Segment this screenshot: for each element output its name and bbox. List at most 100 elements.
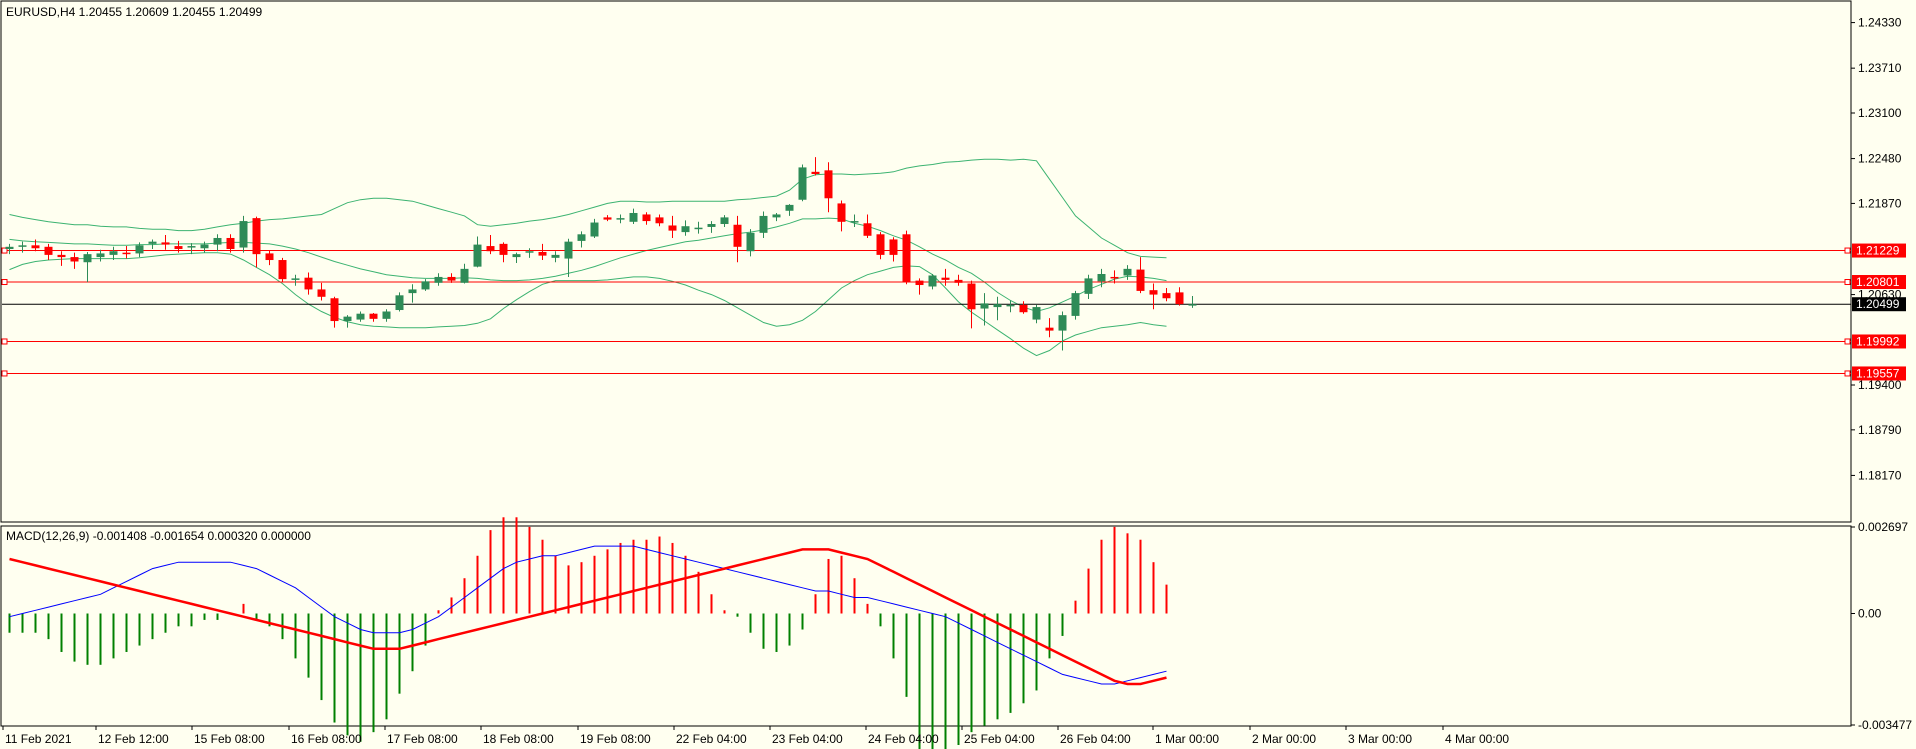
candle-body bbox=[928, 275, 937, 287]
price-pane-frame bbox=[0, 0, 1852, 523]
macd-histogram bbox=[8, 517, 1168, 749]
candle-body bbox=[213, 237, 222, 245]
candle-body bbox=[681, 226, 690, 233]
x-tick-label: 17 Feb 08:00 bbox=[387, 732, 458, 746]
price-y-tick-label: 1.22480 bbox=[1858, 152, 1902, 166]
candle-body bbox=[226, 237, 235, 250]
candle-body bbox=[499, 243, 508, 255]
candle-body bbox=[668, 225, 677, 231]
candle-body bbox=[1110, 276, 1119, 279]
candle-body bbox=[1032, 307, 1041, 320]
bollinger-middle-line bbox=[9, 217, 1167, 313]
candle-body bbox=[785, 204, 794, 211]
price-y-tick-label: 1.18170 bbox=[1858, 468, 1902, 482]
price-y-tick-label: 1.24330 bbox=[1858, 16, 1902, 30]
candle-body bbox=[486, 246, 495, 252]
candle-body bbox=[1019, 304, 1028, 313]
bollinger-lower-line bbox=[9, 252, 1167, 357]
candle-body bbox=[291, 278, 300, 280]
level-price-label: 1.20801 bbox=[1856, 275, 1900, 289]
x-tick-label: 19 Feb 08:00 bbox=[580, 732, 651, 746]
price-y-axis: 1.21229 1.20801 1.19992 1.19557 1.20499 1.243… bbox=[1851, 16, 1906, 482]
x-tick-label: 12 Feb 12:00 bbox=[98, 732, 169, 746]
candle-body bbox=[161, 242, 170, 245]
candle-body bbox=[421, 281, 430, 290]
price-y-tick-label: 1.18790 bbox=[1858, 423, 1902, 437]
candle-body bbox=[369, 313, 378, 319]
x-tick-label: 2 Mar 00:00 bbox=[1252, 732, 1316, 746]
candle-body bbox=[980, 303, 989, 309]
candle-body bbox=[694, 227, 703, 230]
candle-body bbox=[135, 245, 144, 254]
candle-body bbox=[629, 212, 638, 222]
candle-body bbox=[824, 170, 833, 199]
level-price-label: 1.21229 bbox=[1856, 244, 1900, 258]
bollinger-bands bbox=[9, 158, 1167, 357]
candle-body bbox=[18, 245, 27, 247]
candle-body bbox=[109, 251, 118, 255]
candle-body bbox=[564, 241, 573, 259]
macd-y-tick-label: 0.002697 bbox=[1858, 520, 1908, 534]
x-tick-label: 24 Feb 04:00 bbox=[868, 732, 939, 746]
level-price-tag bbox=[1852, 334, 1906, 349]
candle-body bbox=[603, 217, 612, 220]
candle-body bbox=[317, 289, 326, 297]
candle-body bbox=[941, 277, 950, 280]
level-handle-left bbox=[1, 279, 8, 286]
macd-y-axis: 0.002697 0.00 -0.003477 bbox=[1851, 520, 1912, 732]
candle-body bbox=[382, 311, 391, 319]
candle-body bbox=[278, 260, 287, 280]
level-price-tag bbox=[1852, 243, 1906, 258]
candle-body bbox=[200, 244, 209, 249]
candle-body bbox=[1097, 273, 1106, 282]
candle-body bbox=[954, 279, 963, 283]
candle-body bbox=[5, 246, 14, 250]
price-y-tick-label: 1.19400 bbox=[1858, 378, 1902, 392]
level-handle-left bbox=[1, 338, 8, 345]
candle-body bbox=[239, 221, 248, 248]
price-chart-title: EURUSD,H4 1.20455 1.20609 1.20455 1.2049… bbox=[6, 5, 263, 19]
price-y-tick-label: 1.21870 bbox=[1858, 196, 1902, 210]
candle-body bbox=[902, 234, 911, 283]
level-handle-right bbox=[1844, 279, 1851, 286]
x-tick-label: 18 Feb 08:00 bbox=[483, 732, 554, 746]
x-tick-label: 11 Feb 2021 bbox=[5, 732, 72, 746]
current-price-tag bbox=[1852, 297, 1906, 312]
candle-body bbox=[811, 171, 820, 175]
candle-body bbox=[187, 246, 196, 248]
candle-body bbox=[343, 316, 352, 322]
candle-body bbox=[590, 222, 599, 237]
level-price-label: 1.19992 bbox=[1856, 334, 1900, 348]
candle-body bbox=[525, 251, 534, 253]
level-price-tag bbox=[1852, 366, 1906, 381]
time-x-axis: 11 Feb 2021 12 Feb 12:00 15 Feb 08:00 16 Fe… bbox=[2, 726, 1509, 746]
macd-signal-line bbox=[9, 548, 1167, 686]
macd-chart-title: MACD(12,26,9) -0.001408 -0.001654 0.0003… bbox=[6, 529, 311, 543]
macd-main-line bbox=[9, 545, 1167, 685]
candle-body bbox=[356, 313, 365, 320]
candle-body bbox=[889, 239, 898, 255]
level-handle-right bbox=[1844, 247, 1851, 254]
candle-body bbox=[798, 167, 807, 200]
candle-body bbox=[720, 217, 729, 225]
candle-body bbox=[395, 295, 404, 311]
macd-y-tick-label: -0.003477 bbox=[1858, 718, 1912, 732]
candle-body bbox=[83, 254, 92, 263]
candle-body bbox=[265, 253, 274, 261]
candle-body bbox=[330, 298, 339, 322]
x-tick-label: 23 Feb 04:00 bbox=[772, 732, 843, 746]
candle-body bbox=[1149, 290, 1158, 295]
x-tick-label: 1 Mar 00:00 bbox=[1155, 732, 1219, 746]
candle-body bbox=[915, 280, 924, 286]
bollinger-upper-line bbox=[9, 158, 1167, 259]
candle-body bbox=[1136, 269, 1145, 291]
candle-body bbox=[642, 214, 651, 222]
level-handle-right bbox=[1844, 338, 1851, 345]
candle-body bbox=[304, 277, 313, 290]
candle-body bbox=[850, 221, 859, 223]
candle-body bbox=[967, 283, 976, 310]
candle-body bbox=[44, 246, 53, 255]
x-tick-label: 25 Feb 04:00 bbox=[964, 732, 1035, 746]
candle-body bbox=[31, 245, 40, 249]
macd-lines bbox=[9, 545, 1167, 686]
